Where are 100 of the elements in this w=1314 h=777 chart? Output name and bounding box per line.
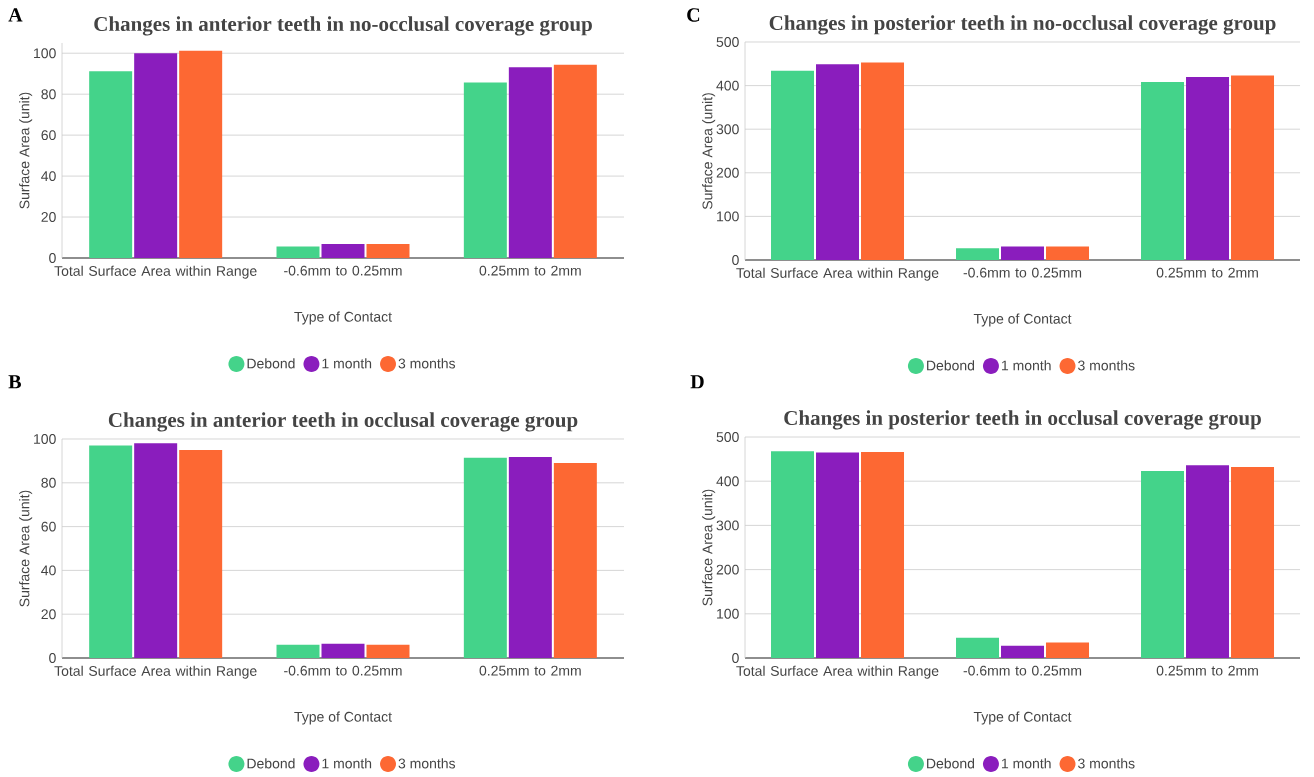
legend-label: 1 month [1002, 360, 1051, 371]
x-axis-title: Type of Contact [973, 313, 1072, 327]
bar [1001, 645, 1045, 658]
y-tick-label: 100 [717, 211, 739, 222]
bar [276, 246, 320, 258]
legend-label: 3 months [398, 358, 456, 369]
y-tick-label: 300 [716, 124, 739, 135]
y-tick-label: 400 [716, 476, 739, 487]
bar [89, 71, 133, 258]
bar [1046, 642, 1090, 658]
bar [816, 452, 860, 658]
y-tick-label: 80 [41, 89, 56, 100]
bar [366, 644, 410, 658]
legend-label: Debond [247, 358, 295, 369]
bar [1186, 465, 1230, 658]
y-tick-label: 400 [716, 80, 739, 91]
x-tick-label: 0.25mm to 2mm [479, 665, 581, 676]
legend-label: 3 months [1078, 360, 1135, 371]
bar [179, 449, 223, 658]
legend-label: Debond [927, 758, 975, 769]
y-tick-label: 0 [732, 255, 739, 265]
bar [1186, 76, 1230, 260]
bar [1141, 82, 1185, 260]
y-tick-label: 500 [716, 432, 739, 442]
bar [1046, 246, 1090, 260]
bar [134, 443, 178, 658]
y-axis-title: Surface Area (unit) [702, 93, 716, 210]
x-tick-label: -0.6mm to 0.25mm [284, 265, 402, 276]
y-tick-label: 100 [717, 608, 739, 619]
y-tick-label: 60 [41, 130, 56, 141]
bar [816, 64, 860, 260]
legend-label: Debond [927, 360, 975, 371]
bar [366, 244, 410, 258]
bar [321, 643, 365, 658]
bar [956, 248, 1000, 260]
chart-title: Changes in posterior teeth in occlusal coverage group [784, 410, 1261, 430]
bar [179, 50, 223, 258]
bar [771, 451, 815, 658]
y-tick-label: 40 [41, 171, 56, 182]
bar [1231, 75, 1275, 260]
y-tick-label: 0 [49, 653, 56, 663]
x-tick-label: 0.25mm to 2mm [1156, 267, 1258, 278]
x-tick-label: 0.25mm to 2mm [1156, 665, 1258, 676]
x-axis-title: Type of Contact [294, 311, 392, 325]
y-tick-label: 60 [41, 521, 56, 532]
legend-label: 3 months [398, 758, 456, 769]
y-tick-label: 80 [41, 477, 56, 488]
chart-title: Changes in anterior teeth in no-occlusal coverage group [94, 16, 592, 36]
bar [956, 637, 1000, 658]
bar [89, 445, 133, 658]
x-tick-label: 0.25mm to 2mm [479, 265, 581, 276]
text: D [690, 375, 704, 389]
x-tick-label: -0.6mm to 0.25mm [963, 665, 1082, 676]
x-tick-label: Total Surface Area within Range [54, 265, 257, 279]
legend-label: 3 months [1078, 758, 1135, 769]
y-tick-label: 500 [716, 37, 739, 47]
text: C [687, 8, 700, 22]
chart-title: Changes in posterior teeth in no-occlusal coverage group [769, 15, 1276, 35]
bar [463, 457, 507, 658]
x-tick-label: -0.6mm to 0.25mm [284, 665, 402, 676]
legend-label: 1 month [322, 758, 372, 769]
legend-label: 1 month [1002, 758, 1051, 769]
bar [134, 53, 178, 258]
x-tick-label: Total Surface Area within Range [736, 267, 939, 281]
y-tick-label: 200 [716, 167, 739, 178]
y-tick-label: 0 [732, 653, 739, 663]
text: B [8, 375, 21, 389]
bar [861, 62, 905, 260]
y-tick-label: 40 [41, 565, 56, 576]
legend-label: Debond [247, 758, 295, 769]
text: A [8, 8, 23, 22]
x-tick-label: Total Surface Area within Range [54, 665, 257, 679]
bar [771, 70, 815, 260]
y-tick-label: 0 [49, 253, 56, 263]
bar [463, 82, 507, 258]
bar [1141, 471, 1185, 658]
y-axis-title: Surface Area (unit) [19, 92, 33, 209]
bar [276, 644, 320, 658]
bar [508, 456, 552, 658]
chart-title: Changes in anterior teeth in occlusal coverage group [108, 412, 578, 432]
y-tick-label: 100 [34, 48, 56, 59]
y-tick-label: 200 [716, 564, 739, 575]
bar [553, 64, 597, 258]
y-tick-label: 100 [34, 434, 56, 444]
y-axis-title: Surface Area (unit) [19, 490, 33, 607]
y-tick-label: 20 [41, 212, 56, 222]
x-axis-title: Type of Contact [973, 711, 1072, 725]
legend-label: 1 month [322, 358, 372, 369]
x-tick-label: Total Surface Area within Range [736, 665, 939, 679]
y-tick-label: 20 [41, 609, 56, 620]
bar [553, 463, 597, 658]
bar [1231, 467, 1275, 658]
x-tick-label: -0.6mm to 0.25mm [963, 267, 1082, 278]
y-tick-label: 300 [716, 520, 739, 531]
bar [1001, 246, 1045, 260]
y-axis-title: Surface Area (unit) [702, 489, 716, 606]
x-axis-title: Type of Contact [294, 711, 392, 725]
bar [321, 244, 365, 258]
bar [861, 452, 905, 658]
bar [508, 67, 552, 258]
